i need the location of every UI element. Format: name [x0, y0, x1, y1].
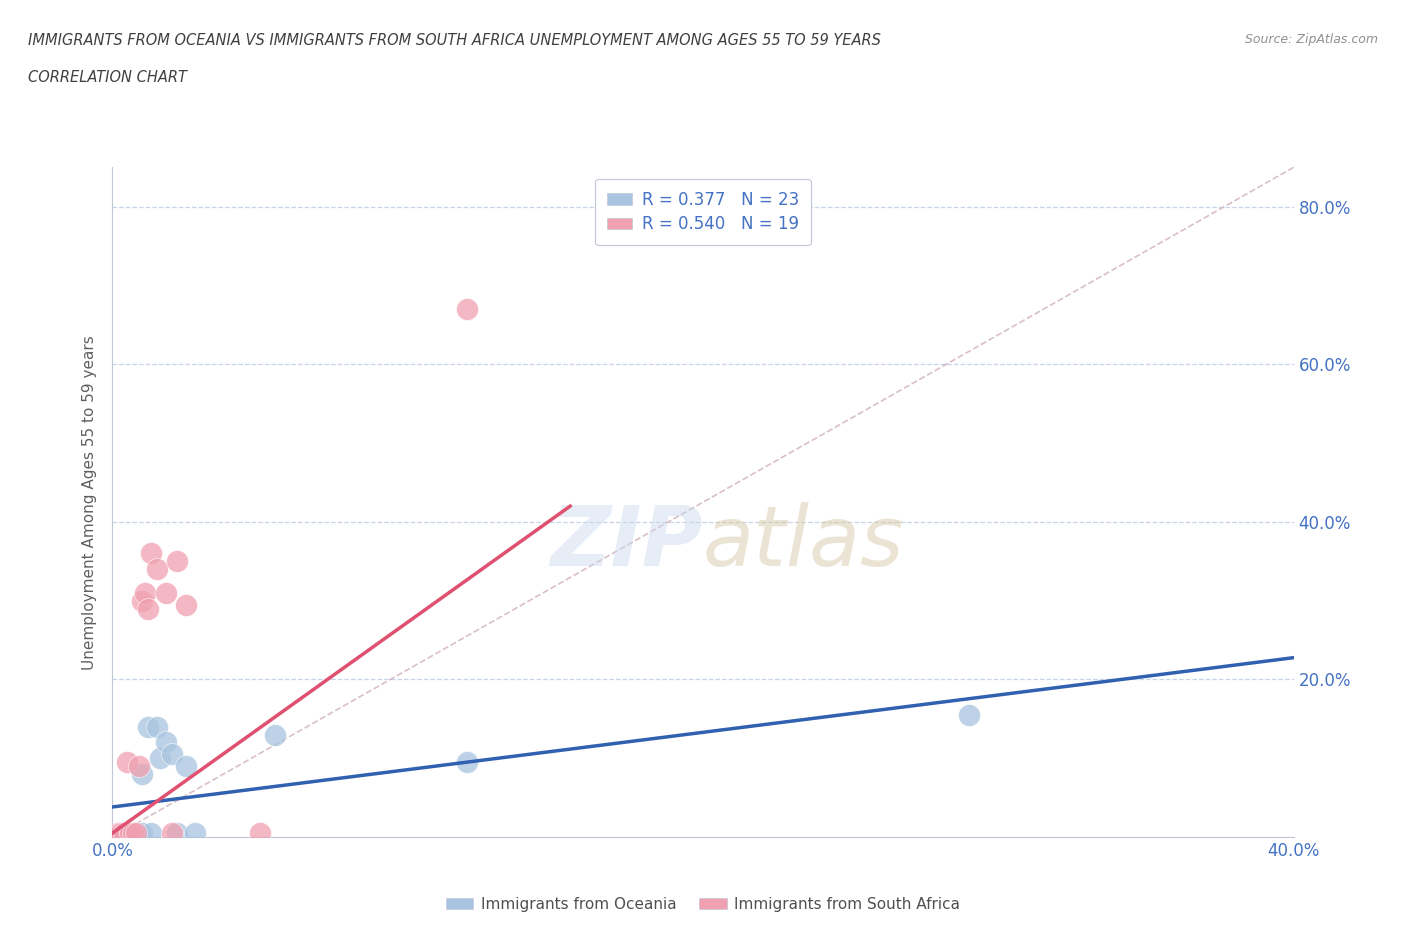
Point	[136, 719, 159, 734]
Point	[155, 735, 177, 750]
Point	[110, 827, 132, 842]
Point	[120, 826, 142, 841]
Point	[122, 826, 145, 841]
Point	[139, 546, 162, 561]
Point	[174, 759, 197, 774]
Point	[249, 826, 271, 841]
Point	[128, 826, 150, 841]
Point	[264, 727, 287, 742]
Point	[160, 747, 183, 762]
Point	[122, 827, 145, 842]
Point	[166, 554, 188, 569]
Legend: Immigrants from Oceania, Immigrants from South Africa: Immigrants from Oceania, Immigrants from…	[440, 891, 966, 918]
Point	[160, 826, 183, 841]
Point	[174, 597, 197, 612]
Text: CORRELATION CHART: CORRELATION CHART	[28, 70, 187, 85]
Point	[131, 593, 153, 608]
Point	[107, 828, 129, 843]
Text: Source: ZipAtlas.com: Source: ZipAtlas.com	[1244, 33, 1378, 46]
Point	[131, 766, 153, 781]
Point	[957, 708, 980, 723]
Point	[117, 755, 138, 770]
Legend: R = 0.377   N = 23, R = 0.540   N = 19: R = 0.377 N = 23, R = 0.540 N = 19	[595, 179, 811, 246]
Point	[117, 826, 138, 841]
Point	[146, 562, 169, 577]
Point	[456, 301, 478, 316]
Y-axis label: Unemployment Among Ages 55 to 59 years: Unemployment Among Ages 55 to 59 years	[82, 335, 97, 670]
Point	[120, 826, 142, 841]
Point	[136, 601, 159, 616]
Point	[155, 585, 177, 600]
Point	[149, 751, 172, 765]
Point	[456, 755, 478, 770]
Point	[128, 759, 150, 774]
Text: atlas: atlas	[703, 502, 904, 583]
Point	[112, 827, 135, 842]
Point	[131, 826, 153, 841]
Text: ZIP: ZIP	[550, 502, 703, 583]
Point	[139, 826, 162, 841]
Point	[112, 826, 135, 841]
Point	[117, 826, 138, 841]
Point	[125, 827, 148, 842]
Point	[107, 826, 129, 841]
Point	[184, 826, 207, 841]
Point	[110, 826, 132, 841]
Point	[146, 719, 169, 734]
Point	[166, 826, 188, 841]
Text: IMMIGRANTS FROM OCEANIA VS IMMIGRANTS FROM SOUTH AFRICA UNEMPLOYMENT AMONG AGES : IMMIGRANTS FROM OCEANIA VS IMMIGRANTS FR…	[28, 33, 882, 47]
Point	[125, 826, 148, 841]
Point	[134, 585, 156, 600]
